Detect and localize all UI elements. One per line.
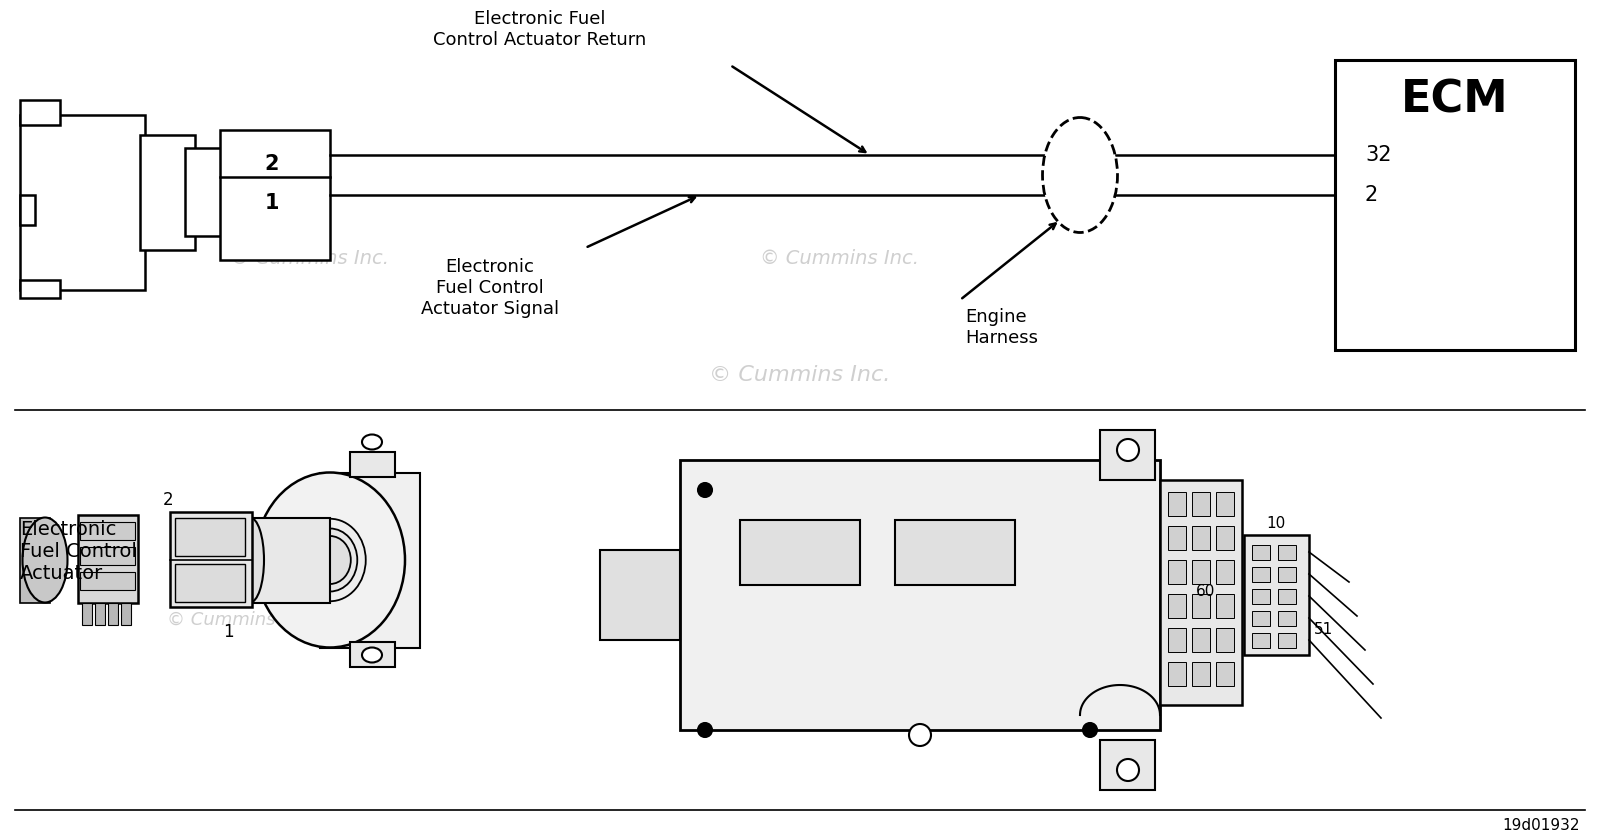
Bar (1192, 492, 1210, 516)
Bar (78, 515, 138, 603)
Bar (1278, 545, 1296, 560)
Bar (1160, 480, 1242, 705)
Bar (19, 115, 146, 290)
Bar (350, 452, 395, 477)
Text: © Cummins Inc.: © Cummins Inc. (926, 631, 1074, 649)
Bar (19, 195, 35, 225)
Bar (170, 512, 253, 607)
Bar (739, 520, 861, 585)
Bar (174, 518, 245, 556)
Text: ECM: ECM (1402, 78, 1509, 121)
Text: © Cummins Inc.: © Cummins Inc. (709, 365, 891, 385)
Bar (19, 280, 61, 298)
Ellipse shape (1117, 759, 1139, 781)
Bar (1251, 567, 1270, 582)
Bar (1192, 628, 1210, 652)
Bar (80, 522, 134, 540)
Bar (1216, 594, 1234, 618)
Text: Engine
Harness: Engine Harness (965, 308, 1038, 347)
Text: 10: 10 (1266, 516, 1286, 531)
Bar (680, 460, 1160, 730)
Text: © Cummins Inc.: © Cummins Inc. (230, 249, 389, 268)
Bar (250, 518, 330, 603)
Bar (1216, 560, 1234, 584)
Text: 2: 2 (264, 154, 280, 174)
Bar (1251, 633, 1270, 648)
Bar (80, 547, 134, 565)
Bar (141, 135, 195, 250)
Bar (1216, 526, 1234, 550)
Bar (1168, 492, 1186, 516)
Bar (1101, 740, 1155, 790)
Bar (19, 100, 61, 125)
Bar (1101, 430, 1155, 480)
Text: 1: 1 (222, 623, 234, 641)
Text: 19d01932: 19d01932 (1502, 818, 1581, 832)
Bar (1251, 589, 1270, 604)
Ellipse shape (362, 647, 382, 662)
Bar (1192, 594, 1210, 618)
Text: 32: 32 (1365, 145, 1392, 165)
Ellipse shape (254, 473, 405, 647)
Bar (1278, 633, 1296, 648)
Bar (1168, 662, 1186, 686)
Bar (600, 550, 680, 640)
Ellipse shape (294, 518, 366, 602)
Text: 2: 2 (1365, 185, 1378, 205)
Text: © Cummins Inc.: © Cummins Inc. (760, 249, 920, 268)
Bar (1251, 611, 1270, 626)
Bar (1168, 560, 1186, 584)
Bar (221, 130, 330, 260)
Bar (1192, 662, 1210, 686)
Bar (122, 603, 131, 625)
Bar (82, 603, 93, 625)
Circle shape (1083, 723, 1098, 737)
Circle shape (698, 483, 712, 497)
Bar (350, 642, 395, 667)
Text: Electronic Fuel
Control Actuator Return: Electronic Fuel Control Actuator Return (434, 10, 646, 49)
Bar (19, 518, 50, 603)
Bar (1245, 535, 1309, 655)
Ellipse shape (302, 528, 357, 592)
Text: 2: 2 (163, 491, 173, 509)
Bar (1251, 545, 1270, 560)
Bar (186, 148, 230, 236)
Ellipse shape (22, 518, 67, 602)
Text: 51: 51 (1314, 622, 1333, 637)
Ellipse shape (1117, 439, 1139, 461)
Bar (320, 473, 419, 648)
Ellipse shape (1043, 117, 1117, 232)
Bar (894, 520, 1014, 585)
Ellipse shape (909, 724, 931, 746)
Bar (1278, 567, 1296, 582)
Bar (1216, 662, 1234, 686)
Bar (1216, 492, 1234, 516)
Bar (1168, 526, 1186, 550)
Text: 1: 1 (264, 193, 280, 213)
Bar (1278, 589, 1296, 604)
Bar (1168, 594, 1186, 618)
Text: © Cummins Inc.: © Cummins Inc. (166, 611, 314, 629)
Text: 60: 60 (1197, 585, 1216, 600)
Bar (1192, 560, 1210, 584)
Bar (1192, 526, 1210, 550)
Bar (94, 603, 106, 625)
Text: Electronic
Fuel Control
Actuator Signal: Electronic Fuel Control Actuator Signal (421, 258, 558, 318)
Text: Electronic
Fuel Control
Actuator: Electronic Fuel Control Actuator (19, 520, 138, 583)
Bar (1334, 60, 1574, 350)
Bar (1168, 628, 1186, 652)
Bar (174, 564, 245, 602)
Bar (1278, 611, 1296, 626)
Ellipse shape (362, 434, 382, 449)
Ellipse shape (237, 518, 264, 602)
Bar (1216, 628, 1234, 652)
Circle shape (698, 723, 712, 737)
Bar (80, 572, 134, 590)
Bar (109, 603, 118, 625)
Ellipse shape (309, 536, 350, 584)
